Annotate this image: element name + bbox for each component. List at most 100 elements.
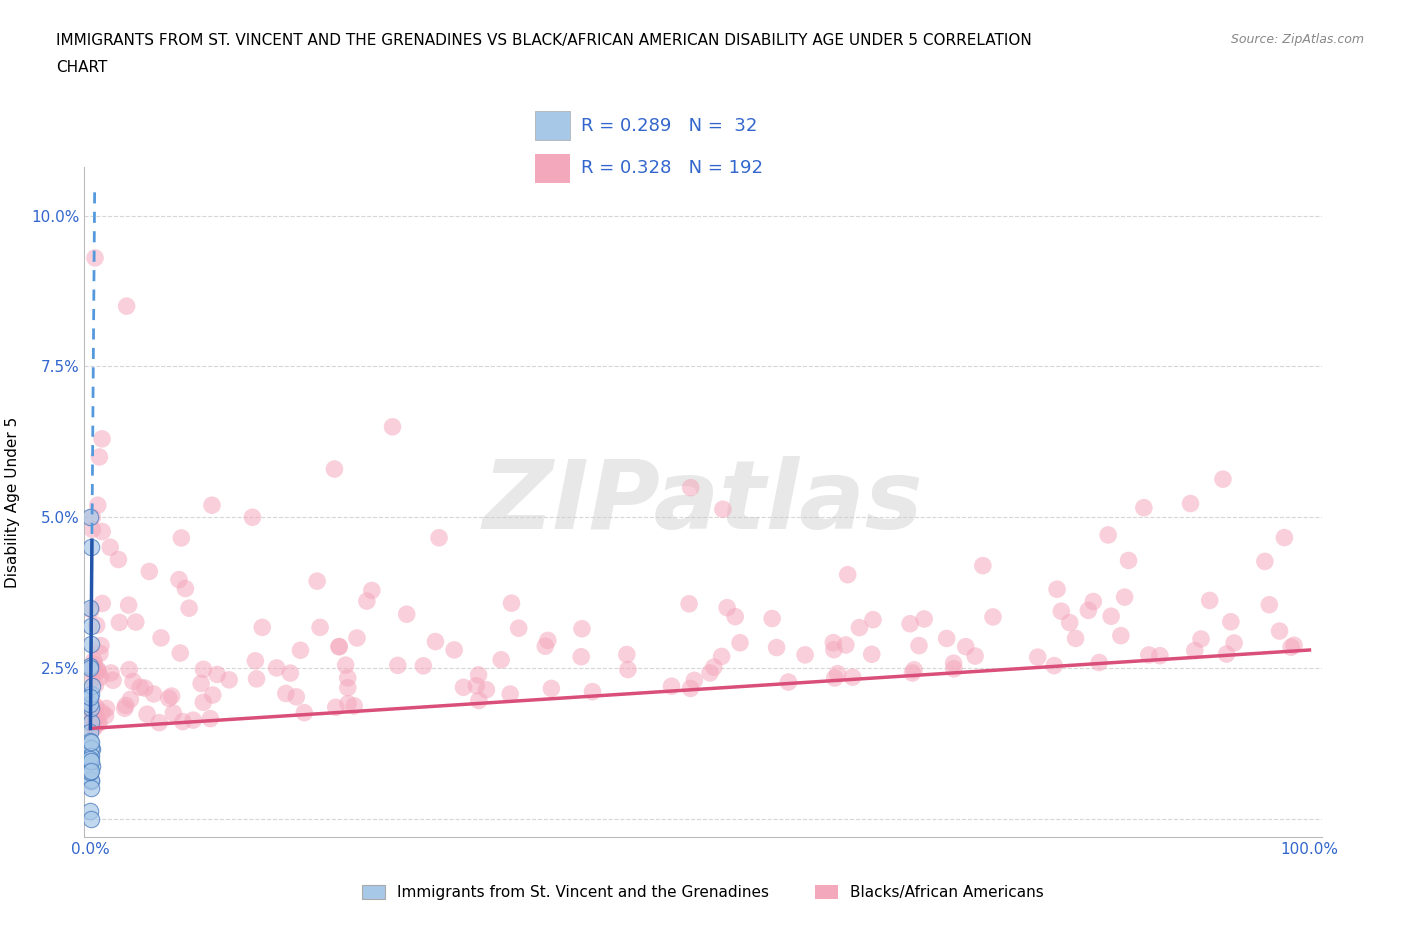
- Point: [122, 674, 145, 689]
- Point: [266, 660, 288, 675]
- Point: [91, 525, 114, 539]
- Point: [84, 250, 107, 265]
- Point: [278, 666, 301, 681]
- Point: [453, 680, 475, 695]
- Point: [94, 709, 117, 724]
- Point: [678, 596, 700, 611]
- Point: [1114, 590, 1136, 604]
- Point: [343, 698, 366, 713]
- Point: [728, 635, 751, 650]
- Point: [335, 658, 357, 672]
- Text: IMMIGRANTS FROM ST. VINCENT AND THE GRENADINES VS BLACK/AFRICAN AMERICAN DISABIL: IMMIGRANTS FROM ST. VINCENT AND THE GREN…: [56, 33, 1032, 47]
- Point: [80, 704, 103, 719]
- Point: [114, 701, 136, 716]
- Point: [1064, 631, 1087, 645]
- Point: [617, 662, 640, 677]
- Text: CHART: CHART: [56, 60, 108, 75]
- Point: [323, 461, 346, 476]
- Point: [1099, 609, 1122, 624]
- Point: [82, 707, 104, 722]
- Point: [1279, 640, 1302, 655]
- Point: [82, 522, 104, 537]
- Point: [912, 612, 935, 627]
- Point: [79, 811, 101, 826]
- Point: [79, 751, 101, 766]
- Point: [79, 749, 101, 764]
- Point: [89, 449, 111, 464]
- Point: [162, 706, 184, 721]
- Point: [79, 754, 101, 769]
- Point: [169, 645, 191, 660]
- Point: [84, 699, 107, 714]
- Point: [79, 658, 101, 673]
- Point: [179, 601, 201, 616]
- Point: [1274, 530, 1296, 545]
- Point: [80, 781, 103, 796]
- Point: [1026, 650, 1049, 665]
- Point: [837, 567, 859, 582]
- Point: [1043, 658, 1066, 673]
- Point: [328, 639, 350, 654]
- Point: [101, 672, 124, 687]
- Point: [86, 711, 108, 726]
- Point: [136, 707, 159, 722]
- Point: [193, 695, 215, 710]
- Point: [683, 673, 706, 688]
- Point: [1184, 644, 1206, 658]
- Bar: [534, 153, 571, 182]
- Point: [79, 735, 101, 750]
- Point: [1083, 594, 1105, 609]
- Point: [245, 671, 267, 686]
- Point: [860, 647, 883, 662]
- Point: [942, 656, 965, 671]
- Point: [381, 419, 404, 434]
- Point: [972, 558, 994, 573]
- Y-axis label: Disability Age Under 5: Disability Age Under 5: [6, 417, 20, 588]
- Point: [170, 530, 193, 545]
- Point: [1212, 472, 1234, 486]
- Point: [80, 711, 103, 726]
- Point: [898, 617, 921, 631]
- Point: [1215, 646, 1237, 661]
- Point: [360, 583, 382, 598]
- Point: [167, 572, 190, 587]
- Point: [83, 657, 105, 671]
- Point: [337, 697, 360, 711]
- Point: [328, 639, 350, 654]
- Point: [80, 603, 103, 618]
- Point: [1088, 655, 1111, 670]
- Point: [827, 666, 849, 681]
- Point: [1219, 615, 1241, 630]
- Point: [138, 564, 160, 578]
- Point: [848, 620, 870, 635]
- Point: [824, 671, 846, 685]
- Point: [200, 711, 222, 726]
- Point: [387, 658, 409, 672]
- Point: [79, 764, 101, 779]
- Point: [91, 432, 114, 446]
- Bar: [534, 112, 571, 140]
- Point: [1258, 597, 1281, 612]
- Point: [761, 611, 783, 626]
- Point: [778, 674, 800, 689]
- Point: [1109, 628, 1132, 643]
- Point: [307, 574, 329, 589]
- Point: [285, 689, 308, 704]
- Point: [540, 681, 562, 696]
- Point: [79, 804, 101, 818]
- Point: [89, 645, 111, 660]
- Point: [537, 633, 560, 648]
- Point: [87, 663, 110, 678]
- Point: [862, 612, 884, 627]
- Text: Source: ZipAtlas.com: Source: ZipAtlas.com: [1230, 33, 1364, 46]
- Point: [82, 662, 104, 677]
- Point: [83, 653, 105, 668]
- Point: [80, 636, 103, 651]
- Point: [79, 601, 101, 616]
- Point: [148, 715, 170, 730]
- Point: [794, 647, 817, 662]
- Point: [616, 647, 638, 662]
- Point: [157, 691, 180, 706]
- Point: [661, 679, 683, 694]
- Point: [91, 596, 114, 611]
